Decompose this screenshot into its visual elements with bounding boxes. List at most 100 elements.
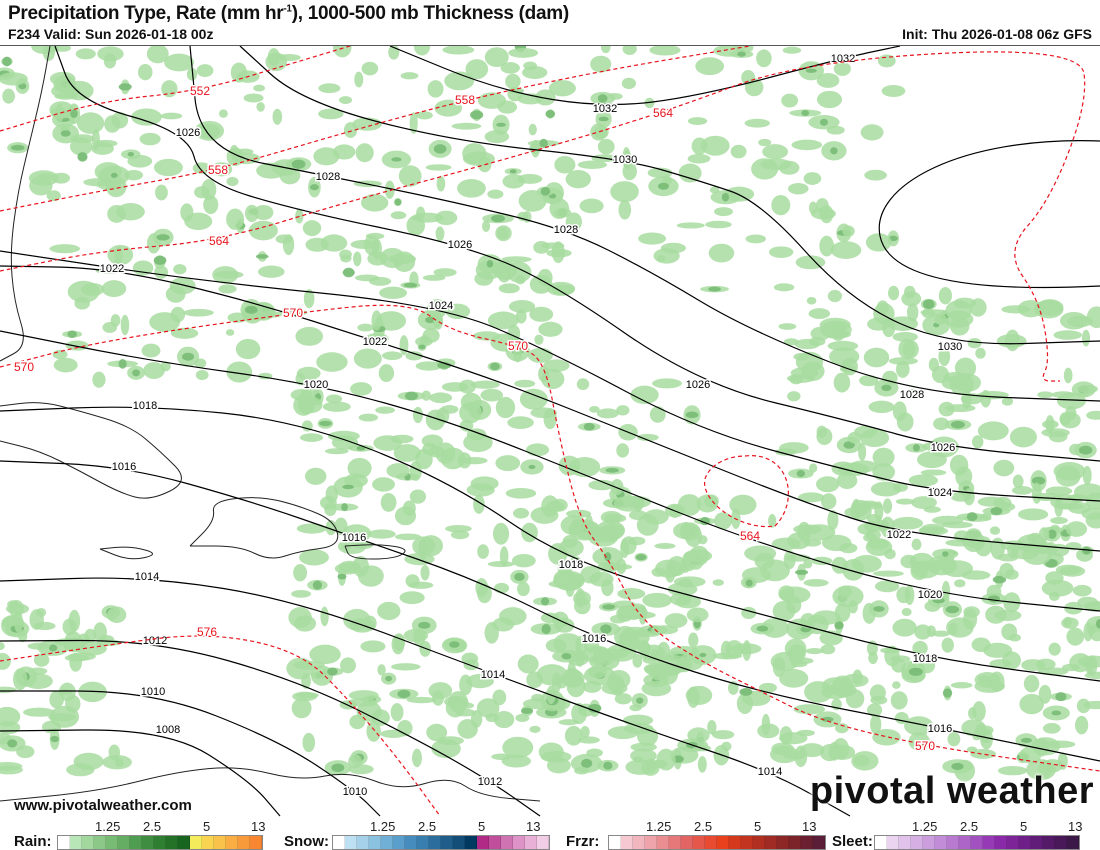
precip-cell-heavy [805,68,817,73]
coastline [344,544,406,560]
precip-cell [574,766,590,775]
precip-cell [614,693,632,705]
precip-cell-heavy [153,255,167,265]
precip-cell [600,46,611,54]
precip-cell [865,233,892,252]
precip-cell [816,476,840,493]
precip-cell [787,644,806,663]
precip-cell [548,543,568,565]
legend-swatch [983,836,995,849]
precip-cell [379,247,406,269]
precip-cell [1063,367,1073,384]
precip-cell [779,668,809,688]
weather-map[interactable]: 1032103210301030102810281028102610261026… [0,45,1100,819]
legend-swatch [70,836,82,849]
precip-cell [647,167,673,179]
precip-cell [1056,503,1084,510]
isobar-label: 1012 [478,776,502,788]
precip-cell [435,210,458,226]
legend-swatch [405,836,417,849]
precip-cell [197,123,221,139]
precip-cell [484,47,509,68]
precip-cell [218,284,237,294]
legend-swatch [58,836,70,849]
precip-cell-heavy [394,198,402,206]
precip-cell [1077,384,1099,394]
precip-cell [296,366,321,381]
precip-cell [227,312,248,323]
precip-cell [681,521,692,540]
precip-cell [858,502,883,510]
precip-cell [286,657,314,680]
precip-cell [155,184,168,201]
precip-cell [484,130,510,144]
precip-cell [538,366,549,382]
precip-cell [272,108,283,125]
thickness-line [0,46,751,212]
precip-cell [409,112,418,134]
legend-tick: 5 [754,819,762,834]
precip-cell [1065,521,1088,537]
legend-swatch [214,836,226,849]
legend-swatch [971,836,983,849]
precip-cell [866,703,883,717]
precip-cell [829,347,860,366]
precip-cell [457,719,478,739]
precip-cell [372,477,395,492]
precip-cell [793,352,810,361]
precip-cell [384,180,395,199]
precip-cell [660,242,686,254]
precip-cell [630,385,659,405]
precip-cell [892,681,901,689]
precip-cell [863,347,890,368]
precip-cell [872,570,904,577]
legend-swatch [477,836,489,849]
precip-cell [1086,410,1100,420]
precip-cell [0,686,17,693]
legend-swatch [202,836,214,849]
precip-cell-heavy [932,596,946,604]
website-url: www.pivotalweather.com [14,797,192,814]
precip-cell [1081,507,1100,520]
precip-cell [412,748,422,768]
precip-cell-heavy [403,282,418,288]
precip-cell [361,61,379,76]
precip-cell [92,371,106,388]
precip-cell [13,610,23,633]
thickness-line [0,304,1100,772]
thickness-label: 570 [508,339,528,353]
map-title: Precipitation Type, Rate (mm hr-1), 1000… [8,3,569,24]
precip-cell [1061,663,1080,672]
precip-cell [1076,698,1091,714]
precip-cell [393,444,421,462]
precip-cell [620,538,630,559]
legend-swatch [525,836,537,849]
precip-cell [888,357,918,365]
isobar-label: 1016 [342,532,366,544]
precip-cell [712,579,724,586]
precip-cell [546,281,576,296]
precip-cell [495,455,521,472]
precip-cell [350,382,373,396]
precip-cell [577,736,600,744]
precip-cell-heavy [605,467,619,473]
precip-cell [933,417,950,431]
precip-cell [1045,486,1073,496]
precip-cell [549,198,570,220]
precip-cell [340,254,352,263]
precip-cell [884,548,896,560]
precip-cell [967,337,982,349]
precip-cell [637,433,659,442]
precip-cell [566,675,586,698]
legend-colorbar-rain [57,835,263,850]
precip-cell [617,588,646,600]
precip-cell [588,479,616,491]
precip-cell [795,255,826,270]
precip-cell [1028,532,1042,541]
precip-cell [244,204,259,223]
precip-cell [427,80,444,98]
precip-cell [778,160,800,175]
precip-cell-heavy [950,420,965,429]
precip-cell [565,169,591,189]
precip-cell-heavy [942,551,949,557]
